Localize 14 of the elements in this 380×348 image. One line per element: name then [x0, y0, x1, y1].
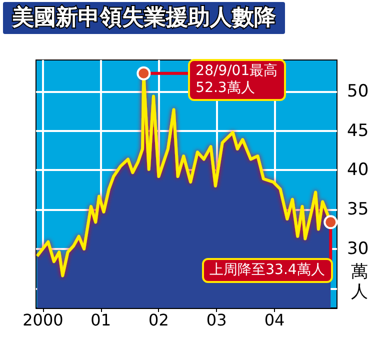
y-tick-label: 35 — [347, 200, 369, 220]
chart-title: 美國新申領失業援助人數降 — [11, 4, 277, 30]
x-tick-label: 01 — [90, 310, 112, 330]
x-tick-label: 02 — [148, 310, 169, 330]
x-tick-label: 03 — [206, 310, 227, 330]
x-tick-label: 04 — [264, 310, 285, 330]
annotation: 28/9/01最高 52.3萬人 — [188, 59, 286, 102]
y-tick-label: 50 — [347, 81, 369, 102]
y-axis-title: 萬人 — [351, 262, 368, 302]
y-tick-label: 30 — [347, 238, 369, 259]
y-tick-label: 45 — [347, 120, 369, 141]
x-tick-label: 2000 — [22, 310, 64, 330]
y-tick-label: 40 — [347, 160, 369, 180]
annotation: 上周降至33.4萬人 — [202, 258, 333, 284]
